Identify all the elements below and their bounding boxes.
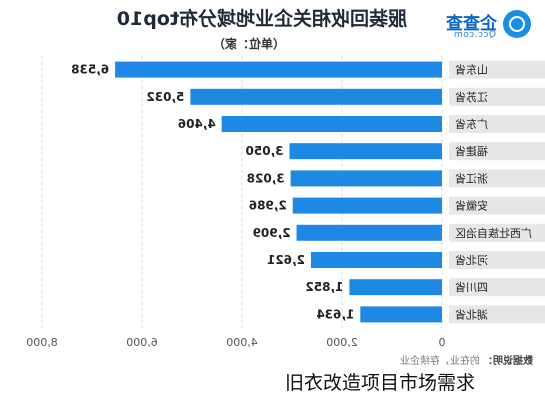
bar xyxy=(115,61,442,78)
category-label-bg xyxy=(449,278,545,297)
category-label-bg xyxy=(449,60,545,79)
bar xyxy=(290,170,442,187)
bar-value-label: 6,538 xyxy=(71,63,109,77)
source-text: 的在业，存续企业 xyxy=(399,356,480,367)
x-tick-label: 6,000 xyxy=(126,336,158,349)
category-label: 江苏省 xyxy=(455,91,488,104)
bar-value-label: 3,050 xyxy=(246,144,284,158)
source-heading: 数据说明： xyxy=(483,356,533,367)
x-tick-label: 4,000 xyxy=(226,336,258,349)
bar xyxy=(292,197,442,214)
bar-value-label: 1,634 xyxy=(316,307,354,321)
category-label-bg xyxy=(449,251,545,269)
bar-value-label: 4,406 xyxy=(178,117,216,131)
category-label-bg xyxy=(449,169,545,188)
category-label-bg xyxy=(449,305,545,324)
category-label-bg xyxy=(449,87,545,106)
bar-value-label: 2,986 xyxy=(249,199,287,213)
category-label-bg xyxy=(449,196,545,215)
bar-value-label: 2,621 xyxy=(267,253,305,267)
category-label: 山东省 xyxy=(455,64,488,77)
bar xyxy=(190,88,442,105)
data-source-note: 数据说明： 的在业，存续企业 xyxy=(400,352,533,367)
category-label: 福建省 xyxy=(455,144,488,158)
category-label-bg xyxy=(449,142,545,161)
bar xyxy=(360,306,442,323)
category-label: 安徽省 xyxy=(455,199,488,213)
x-tick-label: 8,000 xyxy=(26,336,58,349)
bar xyxy=(310,252,442,268)
bar xyxy=(289,143,442,160)
category-label: 广东省 xyxy=(455,118,488,131)
category-label-bg xyxy=(449,223,545,242)
bar-value-label: 3,028 xyxy=(247,171,285,185)
bar xyxy=(221,116,442,132)
category-label: 浙江省 xyxy=(455,172,488,185)
category-label: 湖北省 xyxy=(455,308,488,321)
category-label: 广西壮族自治区 xyxy=(455,226,532,240)
bar xyxy=(349,279,442,296)
x-tick-label: 2,000 xyxy=(326,336,358,349)
bar-value-label: 2,909 xyxy=(253,226,291,240)
category-label: 四川省 xyxy=(455,281,488,294)
bar xyxy=(296,224,442,241)
bar-value-label: 5,032 xyxy=(146,90,184,104)
category-label-bg xyxy=(449,115,545,133)
x-tick-label: 0 xyxy=(439,336,446,349)
overlay-caption: 旧衣改造项目市场需求 xyxy=(285,372,476,394)
category-label: 河北省 xyxy=(455,254,488,267)
bar-value-label: 1,852 xyxy=(305,280,343,294)
